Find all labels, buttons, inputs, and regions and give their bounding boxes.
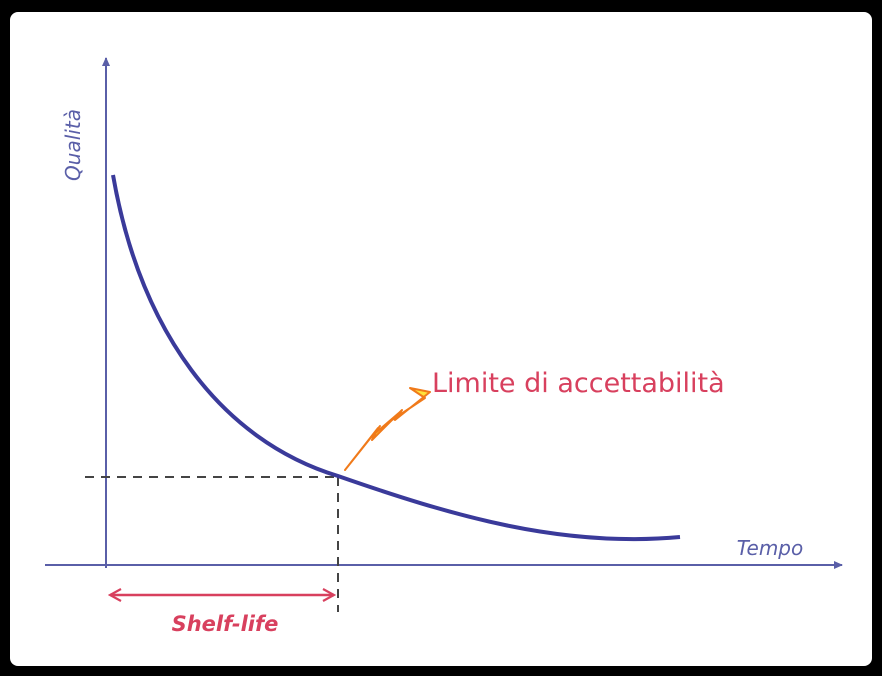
annotation: Limite di accettabilità — [432, 368, 725, 399]
lightning — [344, 387, 431, 471]
quality-curve — [111, 174, 681, 542]
y-axis-label: Qualità — [61, 109, 85, 181]
interval-label: Shelf-life — [172, 612, 279, 636]
x-axis-label: Tempo — [737, 536, 803, 560]
background — [10, 12, 872, 666]
